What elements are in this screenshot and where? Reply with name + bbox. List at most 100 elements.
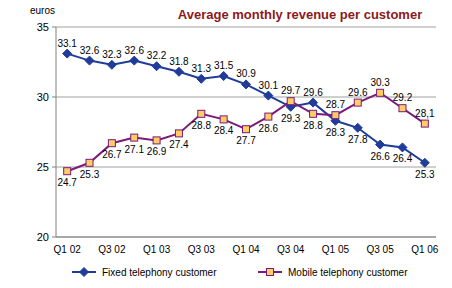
legend-label: Mobile telephony customer [288,267,408,278]
point [420,158,429,167]
point [398,143,407,152]
data-label: 25.3 [80,169,100,180]
data-label: 25.3 [415,169,435,180]
point [131,134,138,141]
data-label: 31.5 [214,60,234,71]
x-tick-label: Q1 04 [232,244,260,255]
point [264,91,273,100]
legend-marker [80,268,89,277]
point [197,74,206,83]
y-tick [52,27,56,28]
x-tick-label: Q1 06 [411,244,439,255]
point [399,105,406,112]
point [309,98,318,107]
data-label: 32.6 [125,45,145,56]
point [108,140,115,147]
point [242,80,251,89]
data-label: 27.7 [236,135,256,146]
legend-label: Fixed telephony customer [102,267,217,278]
data-label: 27.1 [125,144,145,155]
data-labels: 33.132.632.332.632.231.831.331.530.930.1… [57,38,435,189]
point [64,168,71,175]
data-label: 28,1 [415,108,435,119]
y-axis [56,27,57,237]
data-label: 27.8 [348,134,368,145]
point [376,140,385,149]
y-tick [52,237,56,238]
data-label: 27.4 [169,139,189,150]
point [85,56,94,65]
point [86,159,93,166]
point [354,99,361,106]
y-axis-label: euros [30,5,55,16]
point [220,116,227,123]
data-label: 32.6 [80,45,100,56]
data-label: 29.6 [303,87,323,98]
data-label: 30.1 [259,80,279,91]
point [287,98,294,105]
data-label: 32.2 [147,50,167,61]
data-label: 30.3 [370,77,390,88]
data-label: 29.7 [281,85,301,96]
data-label: 29.2 [393,92,413,103]
point [219,72,228,81]
point [174,67,183,76]
point [332,112,339,119]
point [421,120,428,127]
point [353,123,362,132]
data-label: 31.3 [192,63,212,74]
data-label: 28.8 [192,120,212,131]
y-tick [52,97,56,98]
data-label: 30.9 [236,68,256,79]
point [265,113,272,120]
data-label: 28.4 [214,125,234,136]
data-label: 28.3 [326,127,346,138]
data-label: 32.3 [102,49,122,60]
x-axis [56,237,436,238]
point [175,130,182,137]
series-line [67,93,425,171]
data-label: 28.7 [326,99,346,110]
title: Average monthly revenue per customer [178,7,422,22]
data-label: 29.6 [348,87,368,98]
x-tick-label: Q3 02 [98,244,126,255]
point [130,56,139,65]
grid-line [56,237,436,238]
y-tick-label: 35 [37,21,49,33]
x-tick-label: Q3 04 [277,244,305,255]
data-label: 26.6 [370,151,390,162]
data-label: 31.8 [169,56,189,67]
grid-line [56,27,436,28]
x-tick-label: Q3 05 [366,244,394,255]
data-label: 26.7 [102,149,122,160]
point [107,60,116,69]
chart: Average monthly revenue per customer euro… [0,0,452,288]
y-tick-label: 20 [37,231,49,243]
data-label: 24.7 [57,177,77,188]
legend: Fixed telephony customer Mobile telephony… [72,267,408,278]
x-tick-label: Q3 03 [188,244,216,255]
y-tick-label: 25 [37,161,49,173]
legend-marker [267,269,274,276]
series-line [67,54,425,163]
y-tick [52,167,56,168]
data-label: 29.3 [281,113,301,124]
data-label: 26.9 [147,146,167,157]
y-tick-label: 30 [37,91,49,103]
point [63,49,72,58]
point [243,126,250,133]
data-label: 26.4 [393,153,413,164]
point [198,110,205,117]
point [310,110,317,117]
plot-area [63,49,430,175]
data-label: 33.1 [57,38,77,49]
point [377,89,384,96]
point [153,137,160,144]
grid-line [56,167,436,168]
x-tick-label: Q1 02 [54,244,82,255]
data-label: 28.8 [303,120,323,131]
data-label: 28.6 [259,123,279,134]
point [152,62,161,71]
x-tick-label: Q1 03 [143,244,171,255]
x-tick-label: Q1 05 [322,244,350,255]
